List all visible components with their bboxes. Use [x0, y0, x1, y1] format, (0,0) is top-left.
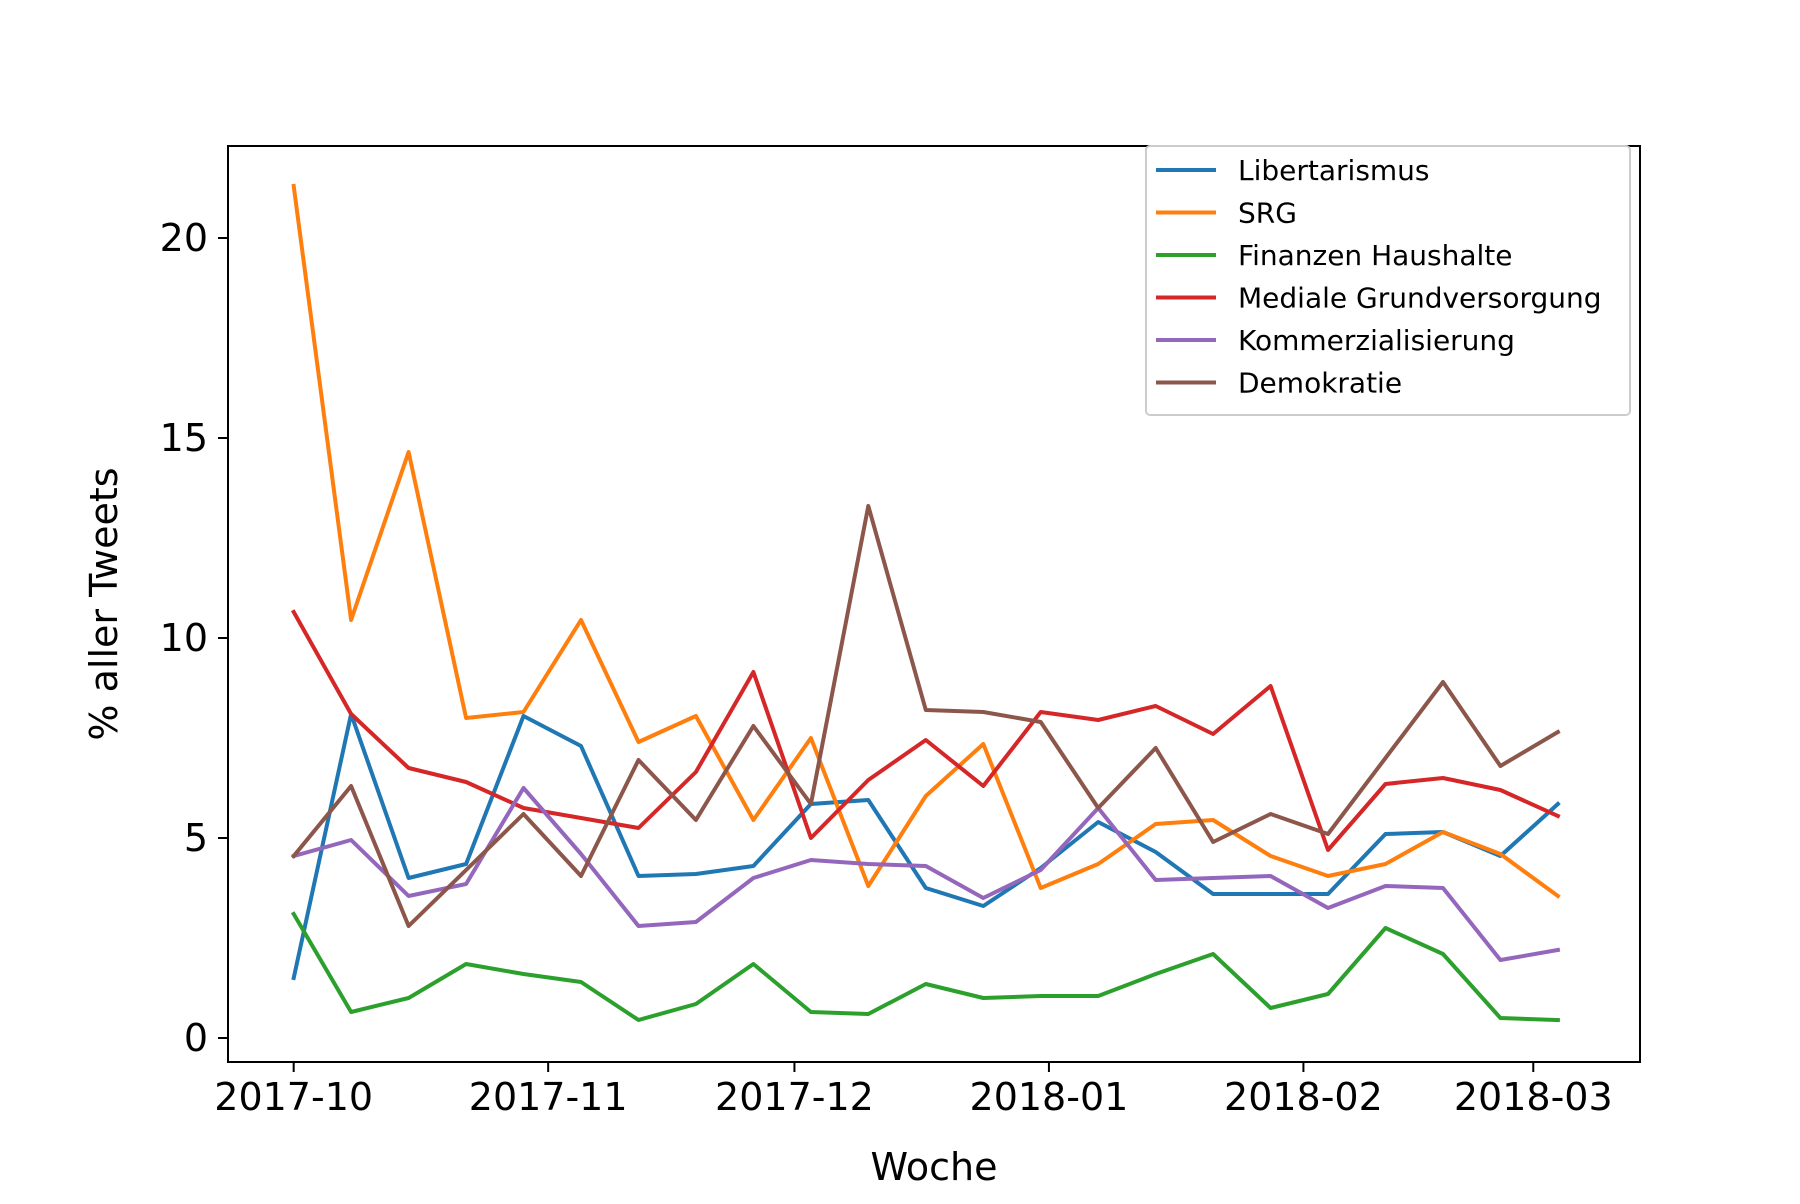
y-axis-title: % aller Tweets	[82, 467, 126, 740]
series-line-5	[290, 504, 1561, 928]
series-line-2	[290, 911, 1560, 1023]
plot-frame	[227, 145, 1641, 1063]
x-tick-label: 2017-10	[214, 1075, 373, 1119]
legend-label: SRG	[1238, 197, 1297, 230]
x-tick-label: 2018-01	[970, 1075, 1129, 1119]
y-tick-label: 5	[184, 816, 208, 860]
y-tick-label: 20	[160, 216, 208, 260]
x-tick-label: 2017-11	[469, 1075, 628, 1119]
x-tick-label: 2017-12	[715, 1075, 874, 1119]
series-line-0	[291, 712, 1561, 981]
series-line-4	[291, 786, 1561, 962]
legend-label: Mediale Grundversorgung	[1238, 282, 1602, 315]
legend-box	[1145, 145, 1631, 416]
legend-label: Libertarismus	[1238, 154, 1430, 187]
y-axis: 0 5 10 15 20	[160, 216, 228, 1060]
y-tick-label: 10	[160, 616, 208, 660]
legend: Libertarismus SRG Finanzen Haushalte Medial…	[1145, 145, 1631, 416]
series-line-3	[290, 609, 1561, 852]
series-layer	[290, 183, 1561, 1023]
x-tick-label: 2018-03	[1454, 1075, 1613, 1119]
legend-label: Finanzen Haushalte	[1238, 239, 1513, 272]
x-tick-label: 2018-02	[1224, 1075, 1383, 1119]
legend-label: Kommerzialisierung	[1238, 324, 1515, 357]
y-tick-label: 0	[184, 1016, 208, 1060]
series-line-1	[291, 183, 1561, 899]
y-tick-label: 15	[160, 416, 208, 460]
x-axis-title: Woche	[871, 1145, 998, 1189]
legend-label: Demokratie	[1238, 367, 1402, 400]
x-axis: 2017-10 2017-11 2017-12 2018-01 2018-02 2018-…	[214, 1062, 1613, 1119]
